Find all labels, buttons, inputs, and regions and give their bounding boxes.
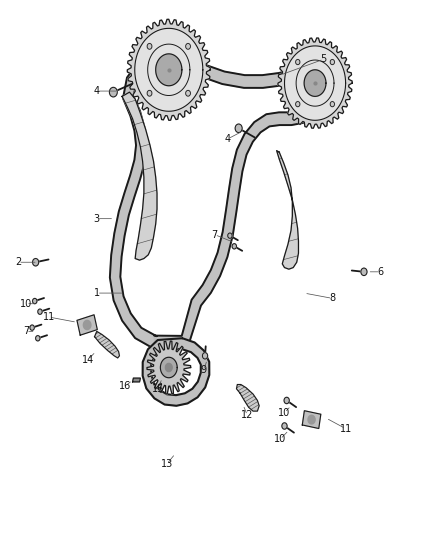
Circle shape (147, 44, 152, 49)
Text: 2: 2 (15, 257, 21, 267)
Polygon shape (147, 341, 191, 394)
Circle shape (147, 91, 152, 96)
Polygon shape (277, 151, 298, 269)
Circle shape (110, 87, 117, 97)
Circle shape (32, 259, 39, 266)
Polygon shape (160, 357, 177, 378)
Polygon shape (135, 28, 203, 111)
Circle shape (186, 44, 191, 49)
Text: 3: 3 (94, 214, 100, 224)
Circle shape (202, 353, 208, 359)
Text: 4: 4 (225, 134, 231, 144)
Polygon shape (110, 53, 325, 349)
Text: 8: 8 (329, 293, 336, 303)
Circle shape (35, 336, 40, 341)
Circle shape (38, 309, 42, 314)
Text: 11: 11 (339, 424, 352, 434)
Text: 11: 11 (42, 312, 55, 322)
Text: 1: 1 (94, 288, 100, 298)
Polygon shape (77, 315, 97, 335)
Text: 10: 10 (20, 298, 32, 309)
Text: 14: 14 (82, 354, 94, 365)
Circle shape (186, 91, 191, 96)
Circle shape (232, 244, 237, 249)
Text: 10: 10 (274, 434, 286, 445)
Text: 4: 4 (94, 86, 100, 96)
Polygon shape (133, 378, 141, 382)
Circle shape (296, 102, 300, 107)
Polygon shape (237, 384, 259, 411)
Polygon shape (155, 54, 182, 86)
Text: 10: 10 (279, 408, 291, 418)
Circle shape (284, 397, 289, 403)
Text: 7: 7 (212, 230, 218, 240)
Polygon shape (285, 46, 346, 120)
Circle shape (30, 325, 34, 330)
Polygon shape (302, 411, 321, 429)
Circle shape (32, 298, 37, 304)
Circle shape (235, 124, 242, 133)
Circle shape (330, 102, 335, 107)
Circle shape (308, 415, 315, 424)
Text: 5: 5 (321, 54, 327, 64)
Polygon shape (166, 364, 172, 372)
Polygon shape (278, 38, 352, 128)
Polygon shape (127, 19, 210, 120)
Text: 12: 12 (241, 410, 254, 421)
Circle shape (361, 268, 367, 276)
Text: 9: 9 (201, 365, 207, 375)
Text: 7: 7 (23, 326, 29, 336)
Text: 16: 16 (119, 381, 131, 391)
Circle shape (83, 320, 91, 329)
Circle shape (228, 233, 232, 238)
Text: 15: 15 (152, 384, 164, 394)
Circle shape (296, 60, 300, 64)
Text: 6: 6 (378, 267, 384, 277)
Text: 13: 13 (160, 459, 173, 469)
Polygon shape (304, 70, 326, 96)
Circle shape (330, 60, 335, 64)
Polygon shape (95, 332, 120, 358)
Polygon shape (122, 92, 157, 260)
Polygon shape (143, 338, 209, 406)
Circle shape (282, 423, 287, 429)
